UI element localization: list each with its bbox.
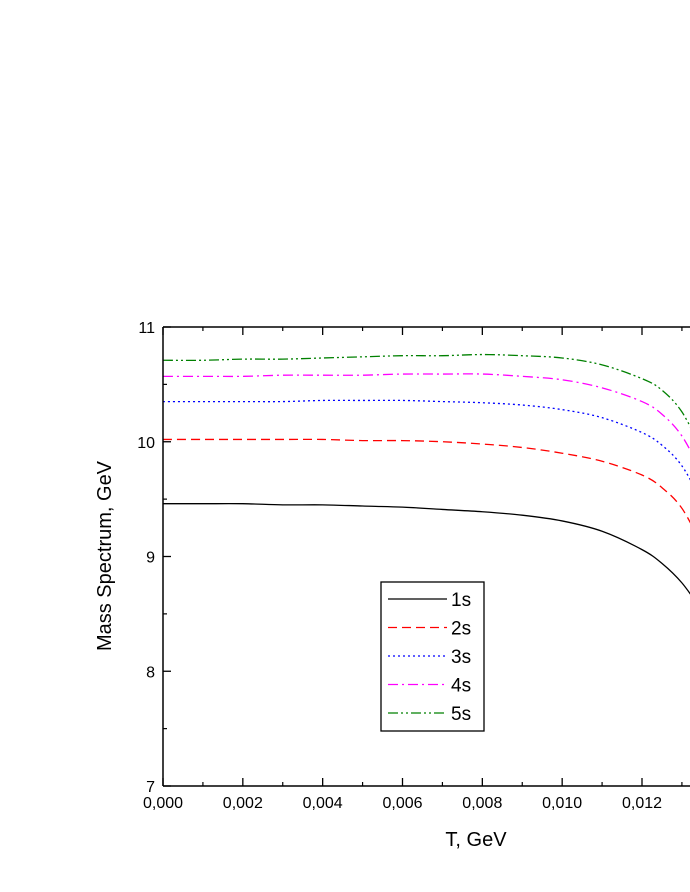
x-axis-title: T, GeV — [445, 829, 507, 851]
y-tick-label: 11 — [138, 320, 155, 337]
legend-label-4s: 4s — [451, 676, 471, 697]
series-line-5s — [162, 353, 690, 428]
legend-label-5s: 5s — [451, 704, 471, 725]
series-line-1s — [163, 502, 690, 595]
legend-label-2s: 2s — [451, 619, 471, 640]
x-tick-label: 0,004 — [303, 795, 343, 812]
series-layer — [162, 353, 690, 595]
y-axis-title: Mass Spectrum, GeV — [94, 460, 116, 651]
x-tick-label: 0,010 — [542, 795, 582, 812]
ticks: 0,0000,0020,0040,0060,0080,0100,01207891… — [137, 320, 683, 812]
series-line-3s — [162, 399, 690, 481]
legend: 1s 2s 3s 4s 5s — [380, 581, 485, 732]
y-tick-label: 10 — [137, 435, 155, 452]
x-tick-label: 0,006 — [382, 795, 422, 812]
y-tick-label: 7 — [146, 779, 155, 796]
y-tick-label: 8 — [146, 664, 155, 681]
series-line-4s — [163, 373, 690, 452]
series-line-2s — [163, 438, 690, 524]
x-tick-label: 0,012 — [622, 795, 662, 812]
legend-label-1s: 1s — [451, 590, 471, 611]
x-tick-label: 0,002 — [223, 795, 263, 812]
x-tick-label: 0,000 — [143, 795, 183, 812]
legend-label-3s: 3s — [451, 647, 471, 668]
legend-box — [380, 581, 485, 732]
y-tick-label: 9 — [146, 550, 155, 567]
x-tick-label: 0,008 — [462, 795, 502, 812]
